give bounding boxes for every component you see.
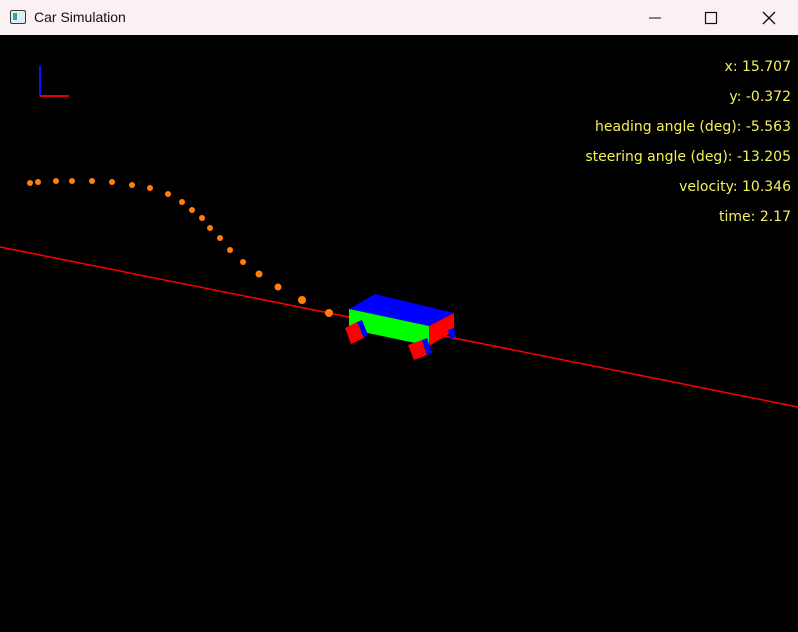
car-model xyxy=(345,294,456,360)
trail-point xyxy=(189,207,195,213)
trail-point xyxy=(217,235,223,241)
time-readout: time: 2.17 xyxy=(719,209,791,225)
trail-point xyxy=(35,179,41,185)
minimize-button[interactable] xyxy=(626,0,684,35)
minimize-icon xyxy=(649,17,661,18)
close-button[interactable] xyxy=(740,0,798,35)
x-readout: x: 15.707 xyxy=(724,59,791,75)
heading-readout: heading angle (deg): -5.563 xyxy=(595,119,791,135)
window-title: Car Simulation xyxy=(34,9,126,25)
telemetry-overlay: x: 15.707 y: -0.372 heading angle (deg):… xyxy=(585,52,791,232)
trail-point xyxy=(69,178,75,184)
car-front-face xyxy=(429,313,454,346)
trail-point xyxy=(240,259,246,265)
trail-point xyxy=(274,283,282,291)
trail-point xyxy=(207,225,213,231)
car-side-face xyxy=(349,309,429,346)
trail-point xyxy=(165,191,171,197)
wheel-shadow xyxy=(422,338,432,355)
trail-point xyxy=(227,247,233,253)
axes-gizmo-icon xyxy=(39,66,69,97)
trail-point xyxy=(129,182,135,188)
wheel-shadow xyxy=(448,328,456,339)
trail-point xyxy=(53,178,59,184)
trail-point xyxy=(27,180,33,186)
wheel-shadow xyxy=(357,320,368,338)
trail-point xyxy=(325,309,333,317)
simulation-viewport[interactable] xyxy=(0,35,798,632)
wheel xyxy=(408,340,427,360)
trail-point xyxy=(109,179,115,185)
trail-point xyxy=(199,215,205,221)
car-top-face xyxy=(349,294,454,326)
steering-readout: steering angle (deg): -13.205 xyxy=(585,149,791,165)
trajectory-trail xyxy=(27,178,333,317)
trail-point xyxy=(298,296,306,304)
wheel xyxy=(345,322,364,344)
trail-point xyxy=(255,270,263,278)
maximize-button[interactable] xyxy=(682,0,740,35)
maximize-icon xyxy=(704,11,718,24)
trail-point xyxy=(147,185,153,191)
close-icon xyxy=(762,11,776,24)
velocity-readout: velocity: 10.346 xyxy=(679,179,791,195)
trail-point xyxy=(179,199,185,205)
title-bar[interactable]: Car Simulation xyxy=(0,0,798,35)
app-icon xyxy=(10,10,26,24)
y-readout: y: -0.372 xyxy=(729,89,791,105)
trail-point xyxy=(89,178,95,184)
